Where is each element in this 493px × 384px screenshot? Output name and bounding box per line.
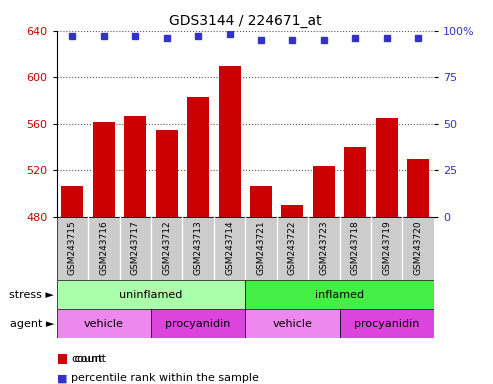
- Bar: [407, 159, 429, 217]
- Text: GSM243716: GSM243716: [99, 220, 108, 275]
- Text: GSM243722: GSM243722: [288, 220, 297, 275]
- Text: inflamed: inflamed: [315, 290, 364, 300]
- Text: count: count: [71, 354, 103, 364]
- Text: uninflamed: uninflamed: [119, 290, 183, 300]
- Text: vehicle: vehicle: [273, 318, 313, 329]
- Text: vehicle: vehicle: [84, 318, 124, 329]
- Bar: [376, 118, 398, 217]
- Text: GSM243723: GSM243723: [319, 220, 328, 275]
- Text: ■: ■: [57, 373, 67, 383]
- Text: procyanidin: procyanidin: [354, 318, 420, 329]
- Bar: [250, 185, 272, 217]
- Text: GSM243713: GSM243713: [194, 220, 203, 275]
- Text: ■  count: ■ count: [57, 354, 106, 364]
- Bar: [218, 66, 241, 217]
- Text: GSM243721: GSM243721: [256, 220, 266, 275]
- Text: GSM243719: GSM243719: [382, 220, 391, 275]
- Text: agent ►: agent ►: [10, 318, 54, 329]
- Bar: [156, 130, 177, 217]
- Bar: [93, 121, 115, 217]
- Bar: [344, 147, 366, 217]
- Text: ■: ■: [57, 354, 67, 364]
- Text: GSM243717: GSM243717: [131, 220, 140, 275]
- Text: procyanidin: procyanidin: [166, 318, 231, 329]
- Text: stress ►: stress ►: [9, 290, 54, 300]
- Bar: [282, 205, 303, 217]
- Bar: [151, 309, 245, 338]
- Bar: [57, 309, 151, 338]
- Bar: [245, 280, 434, 309]
- Text: GSM243718: GSM243718: [351, 220, 360, 275]
- Text: GSM243715: GSM243715: [68, 220, 77, 275]
- Bar: [340, 309, 434, 338]
- Bar: [124, 116, 146, 217]
- Text: GSM243714: GSM243714: [225, 220, 234, 275]
- Bar: [245, 309, 340, 338]
- Text: GSM243720: GSM243720: [414, 220, 423, 275]
- Bar: [62, 185, 83, 217]
- Bar: [313, 166, 335, 217]
- Text: percentile rank within the sample: percentile rank within the sample: [71, 373, 259, 383]
- Bar: [187, 97, 209, 217]
- Text: GSM243712: GSM243712: [162, 220, 171, 275]
- Bar: [57, 280, 245, 309]
- Title: GDS3144 / 224671_at: GDS3144 / 224671_at: [169, 14, 321, 28]
